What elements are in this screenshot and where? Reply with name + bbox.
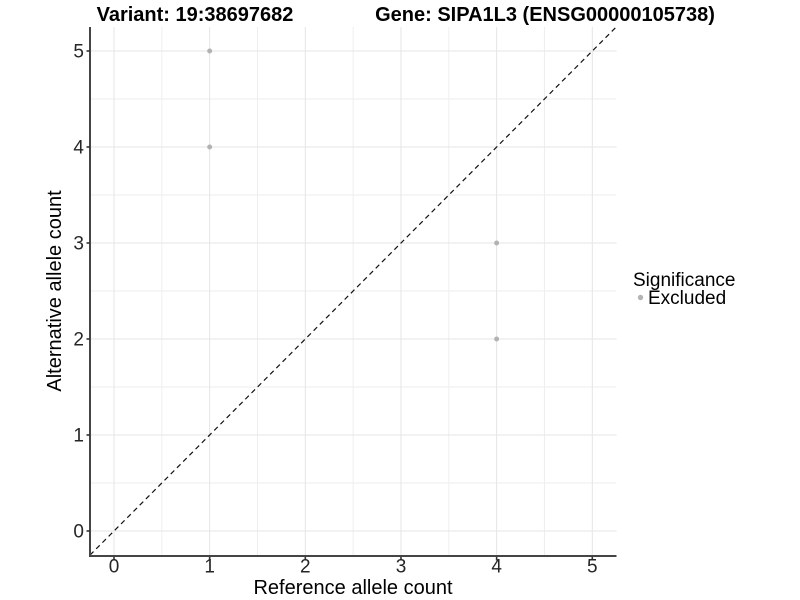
x-axis-ticks (113, 557, 594, 561)
x-tick-label: 3 (396, 557, 407, 578)
x-tick-label: 2 (300, 557, 311, 578)
y-tick-label: 0 (73, 522, 84, 543)
data-point (494, 240, 500, 246)
y-tick-label: 2 (73, 330, 84, 351)
major-gridlines (90, 27, 617, 555)
data-point (207, 144, 213, 150)
x-tick-label: 5 (587, 557, 598, 578)
legend-title: Significance (633, 270, 735, 291)
x-tick-label: 4 (491, 557, 502, 578)
identity-reference-line (89, 26, 617, 556)
x-axis-tick-labels: 0 1 2 3 4 5 (109, 557, 598, 578)
legend-marker-excluded-icon (637, 294, 644, 301)
x-tick-label: 0 (109, 557, 120, 578)
y-tick-label: 1 (73, 426, 84, 447)
x-tick-label: 1 (204, 557, 215, 578)
data-point (494, 336, 500, 342)
y-tick-label: 4 (73, 138, 84, 159)
y-tick-label: 3 (73, 234, 84, 255)
y-tick-label: 5 (73, 42, 84, 63)
plot-title-variant: Variant: 19:38697682 (97, 4, 294, 26)
data-points (207, 48, 500, 342)
data-point (207, 48, 213, 54)
x-axis-title: Reference allele count (253, 577, 452, 599)
y-axis-tick-labels: 0 1 2 3 4 5 (73, 42, 84, 543)
y-axis-ticks (86, 50, 90, 532)
y-axis-title: Alternative allele count (44, 190, 66, 392)
legend-item-label: Excluded (648, 288, 726, 309)
plot-title-gene: Gene: SIPA1L3 (ENSG00000105738) (375, 4, 715, 26)
